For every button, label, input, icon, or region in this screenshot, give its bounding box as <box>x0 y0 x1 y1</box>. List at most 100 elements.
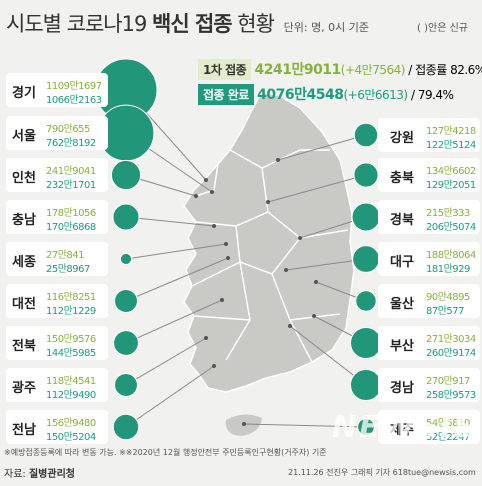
region-name: 세종 <box>12 255 36 270</box>
region-name: 강원 <box>390 131 414 146</box>
connector-dot <box>312 314 316 318</box>
title-prefix: 시도별 코로나19 <box>6 12 147 36</box>
source-label: 자료: <box>4 469 26 480</box>
summary-first-value: 4241만9011 <box>254 62 341 78</box>
connector-line <box>125 257 229 302</box>
region-name: 경기 <box>12 86 36 101</box>
region-box-left-7: 광주 118만4541 112만9490 <box>6 368 108 402</box>
region-first-dose: 271만3034 <box>426 334 476 345</box>
region-bubble <box>351 202 381 232</box>
region-box-left-4: 세종 27만841 25만8967 <box>6 242 108 276</box>
region-bubble <box>350 327 382 359</box>
connector-dot <box>284 268 288 272</box>
region-box-left-8: 전남 156만9480 150만5204 <box>6 410 108 444</box>
region-box-right-2: 경북 215만333 206만5074 <box>378 200 480 234</box>
region-bubble <box>352 245 380 273</box>
region-full-dose: 170만6868 <box>46 222 96 233</box>
summary-full: 접종 완료 4076만4548(+6만6613) / 79.4% <box>198 84 454 105</box>
summary-first-new: (+4만7564) <box>340 63 406 77</box>
region-box-right-7: 제주 54만5810 52만2247 <box>378 410 480 444</box>
connector-dot <box>212 364 216 368</box>
source: 자료: 질병관리청 <box>4 465 75 480</box>
connector-dot <box>242 422 246 426</box>
connector-line <box>277 134 367 161</box>
region-first-dose: 215만333 <box>426 208 470 219</box>
region-box-left-0: 경기 1109만1697 1066만2163 <box>6 73 108 107</box>
region-bubble <box>112 203 140 231</box>
connector-dot <box>314 280 318 284</box>
connector-dot <box>194 194 198 198</box>
connector-dot <box>266 200 270 204</box>
summary-full-new: (+6만6613) <box>343 88 408 102</box>
page-title: 시도별 코로나19 백신 접종 현황 단위: 명, 0시 기준 <box>6 8 369 38</box>
region-full-dose: 762만8192 <box>46 138 96 149</box>
region-full-dose: 52만2247 <box>426 432 470 443</box>
footnote: ※예방접종등록에 따라 변동 가능. ※※2020년 12월 행정안전부 주민등… <box>4 448 327 457</box>
region-name: 부산 <box>390 339 414 354</box>
region-first-dose: 188만8064 <box>426 250 476 261</box>
unit-label: 단위: 명, 0시 기준 <box>283 21 370 34</box>
region-full-dose: 260만9174 <box>426 348 476 359</box>
region-first-dose: 54만5810 <box>426 418 470 429</box>
region-full-dose: 122만5124 <box>426 140 476 151</box>
region-full-dose: 181만929 <box>426 264 470 275</box>
summary-first-label: 1차 접종 <box>198 59 252 80</box>
region-first-dose: 116만8251 <box>46 292 96 303</box>
region-full-dose: 1066만2163 <box>46 95 102 106</box>
region-name: 전남 <box>12 423 36 438</box>
summary-first-rate: 82.6% <box>450 63 482 77</box>
region-name: 제주 <box>390 423 414 438</box>
watermark-logo: NEWSIS <box>332 410 478 445</box>
connector-line <box>125 216 215 227</box>
region-bubble <box>114 373 138 397</box>
region-bubble <box>110 159 142 191</box>
region-full-dose: 129만2051 <box>426 180 476 191</box>
region-full-dose: 112만1229 <box>46 306 96 317</box>
region-first-dose: 27만841 <box>46 250 85 261</box>
region-first-dose: 118만4541 <box>46 376 96 387</box>
region-first-dose: 270만917 <box>426 376 470 387</box>
region-full-dose: 258만9573 <box>426 390 476 401</box>
connector-line <box>267 174 367 203</box>
connector-dot <box>276 158 280 162</box>
region-box-right-4: 울산 90만4895 87만577 <box>378 284 480 318</box>
region-first-dose: 90만4895 <box>426 292 470 303</box>
region-first-dose: 134만6602 <box>426 166 476 177</box>
region-box-right-3: 대구 188만8064 181만929 <box>378 242 480 276</box>
region-box-right-6: 경남 270만917 258만9573 <box>378 368 480 402</box>
region-name: 광주 <box>12 381 36 396</box>
region-bubble <box>350 369 382 401</box>
region-box-left-5: 대전 116만8251 112만1229 <box>6 284 108 318</box>
connector-dot <box>204 336 208 340</box>
region-box-left-2: 인천 241만9041 232만1701 <box>6 158 108 192</box>
summary-full-value: 4076만4548 <box>257 87 344 103</box>
region-first-dose: 1109만1697 <box>46 81 102 92</box>
region-first-dose: 156만9480 <box>46 418 96 429</box>
region-box-right-5: 부산 271만3034 260만9174 <box>378 326 480 360</box>
region-name: 인천 <box>12 171 36 186</box>
region-full-dose: 206만5074 <box>426 222 476 233</box>
region-name: 경남 <box>390 381 414 396</box>
new-count-note: ( )안은 신규 <box>417 23 468 34</box>
connector-dot <box>210 190 214 194</box>
region-full-dose: 150만5204 <box>46 432 96 443</box>
connector-dot <box>224 242 228 246</box>
region-bubble <box>355 290 377 312</box>
region-full-dose: 232만1701 <box>46 180 96 191</box>
region-full-dose: 144만5985 <box>46 348 96 359</box>
region-box-left-1: 서울 790만655 762만8192 <box>6 116 108 150</box>
connector-dot <box>226 256 230 260</box>
region-name: 충북 <box>390 171 414 186</box>
region-bubble <box>357 418 375 436</box>
region-bubble <box>112 413 140 441</box>
region-first-dose: 178만1056 <box>46 208 96 219</box>
connector-dot <box>220 298 224 302</box>
region-box-left-3: 충남 178만1056 170만6868 <box>6 200 108 234</box>
region-first-dose: 127만4218 <box>426 126 476 137</box>
connector-dot <box>298 236 302 240</box>
region-bubble <box>114 289 138 313</box>
region-name: 울산 <box>390 297 414 312</box>
